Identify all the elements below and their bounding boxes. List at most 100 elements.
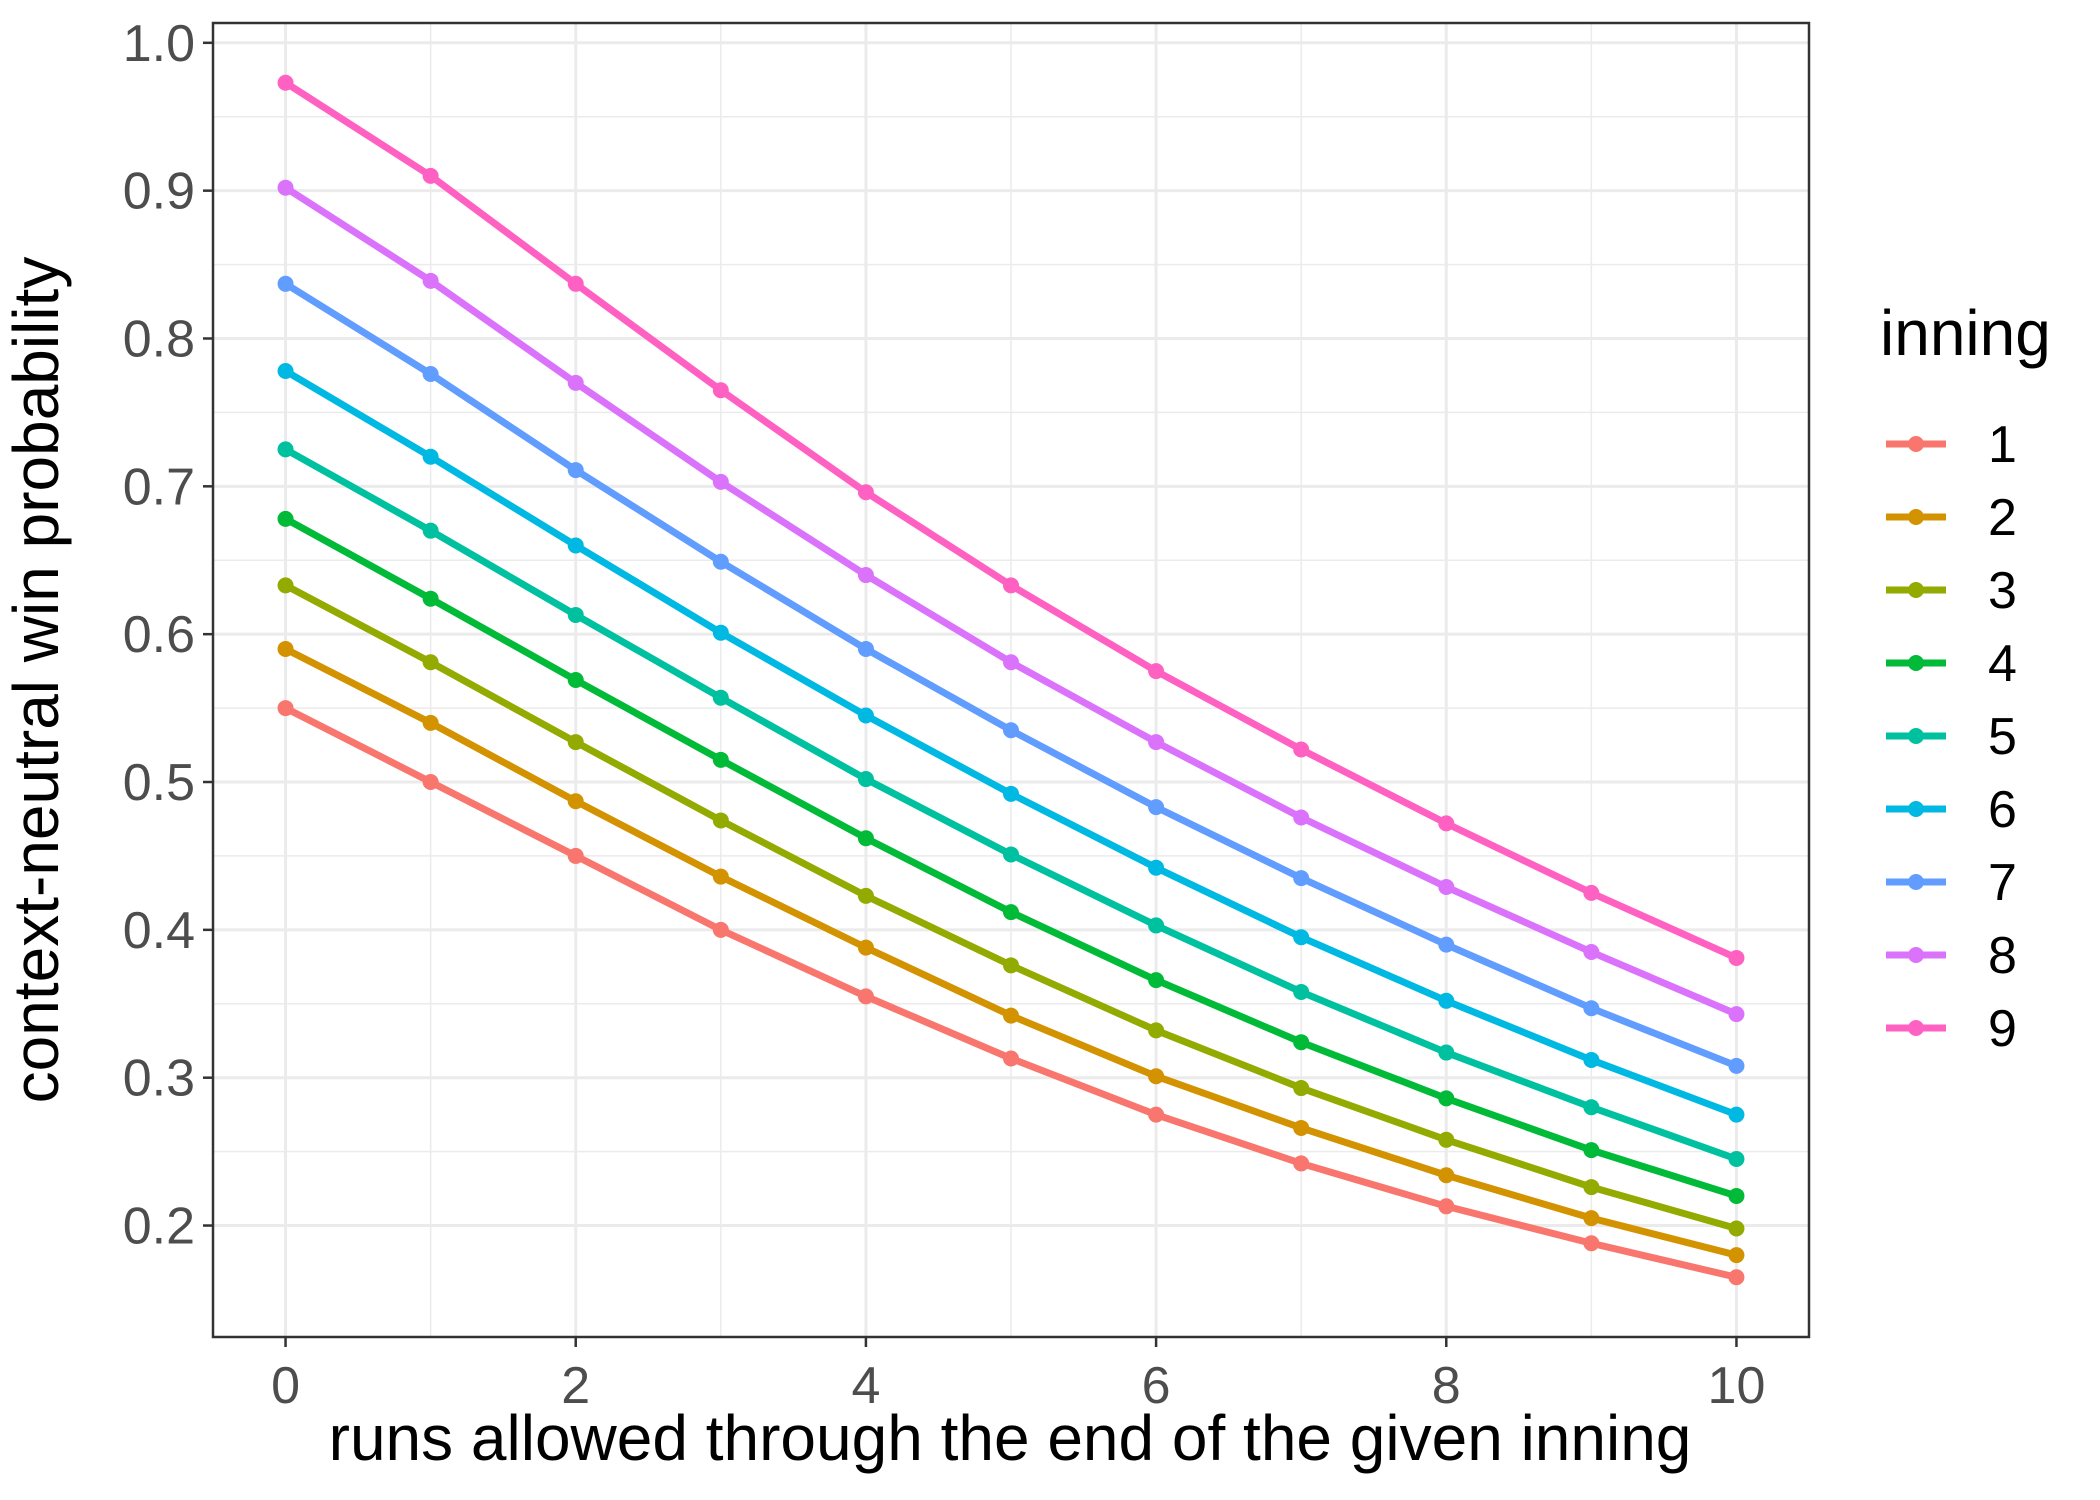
legend-label: 5 xyxy=(1988,708,2017,766)
data-point xyxy=(857,771,874,788)
data-point xyxy=(712,473,729,490)
data-point xyxy=(567,672,584,688)
data-point xyxy=(422,448,439,465)
data-point xyxy=(1293,1119,1310,1136)
data-point xyxy=(712,868,729,885)
data-point xyxy=(857,830,874,847)
legend-key-point xyxy=(1908,947,1924,963)
data-point xyxy=(857,640,874,657)
data-point xyxy=(1583,944,1600,961)
data-point xyxy=(277,441,294,458)
data-point xyxy=(277,275,294,292)
data-point xyxy=(1148,799,1165,816)
data-point xyxy=(1438,1044,1455,1061)
data-point xyxy=(422,365,439,382)
data-point xyxy=(1728,949,1745,966)
data-point xyxy=(1728,1151,1745,1168)
data-point xyxy=(1583,884,1600,901)
data-point xyxy=(567,606,584,623)
data-point xyxy=(1728,1269,1745,1286)
data-point xyxy=(1583,1099,1600,1116)
x-tick-label: 0 xyxy=(271,1357,300,1415)
data-point xyxy=(422,590,439,607)
data-point xyxy=(1438,1167,1455,1184)
data-point xyxy=(1583,1000,1600,1017)
legend-label: 7 xyxy=(1988,854,2017,912)
data-point xyxy=(1438,1131,1455,1148)
data-point xyxy=(1438,1090,1455,1107)
data-point xyxy=(567,847,584,864)
data-point xyxy=(1003,654,1019,671)
data-point xyxy=(422,522,439,539)
data-point xyxy=(277,74,294,91)
data-point xyxy=(712,921,729,938)
data-point xyxy=(1003,1050,1019,1067)
data-point xyxy=(1148,1106,1165,1123)
data-point xyxy=(1148,859,1165,876)
data-point xyxy=(1728,1247,1745,1264)
data-point xyxy=(1728,1106,1745,1123)
data-point xyxy=(1003,957,1019,974)
data-point xyxy=(712,624,729,641)
data-point xyxy=(277,363,294,380)
x-tick-label: 6 xyxy=(1142,1357,1171,1415)
data-point xyxy=(1003,846,1019,863)
x-tick-label: 2 xyxy=(561,1357,590,1415)
legend-label: 2 xyxy=(1988,489,2017,547)
legend-label: 1 xyxy=(1988,416,2017,474)
data-point xyxy=(857,484,874,501)
legend-key-point xyxy=(1908,1020,1924,1036)
data-point xyxy=(277,577,294,594)
data-point xyxy=(1293,870,1310,887)
legend-label: 9 xyxy=(1988,1000,2017,1058)
data-point xyxy=(712,689,729,706)
data-point xyxy=(567,734,584,751)
legend-key-point xyxy=(1908,582,1924,598)
data-point xyxy=(1728,1220,1745,1237)
legend-key-point xyxy=(1908,436,1924,452)
data-point xyxy=(1583,1235,1600,1252)
x-tick-label: 10 xyxy=(1708,1357,1766,1415)
data-point xyxy=(1293,929,1310,946)
data-point xyxy=(422,167,439,184)
y-tick-label: 0.8 xyxy=(123,310,195,368)
data-point xyxy=(567,275,584,292)
y-tick-label: 1.0 xyxy=(123,15,195,73)
data-point xyxy=(1583,1179,1600,1196)
data-point xyxy=(1003,785,1019,802)
legend-key-point xyxy=(1908,728,1924,744)
y-tick-label: 0.4 xyxy=(123,902,195,960)
panel-border xyxy=(211,21,1811,1339)
y-tick-label: 0.7 xyxy=(123,458,195,516)
data-point xyxy=(1438,1198,1455,1215)
y-tick-label: 0.9 xyxy=(123,163,195,221)
data-point xyxy=(567,537,584,554)
data-point xyxy=(857,567,874,584)
y-tick-label: 0.6 xyxy=(123,606,195,664)
data-point xyxy=(1148,972,1165,989)
data-point xyxy=(1438,992,1455,1009)
data-point xyxy=(1148,663,1165,680)
data-point xyxy=(277,700,294,717)
data-point xyxy=(277,510,294,527)
data-point xyxy=(712,812,729,829)
y-tick-label: 0.5 xyxy=(123,754,195,812)
data-point xyxy=(712,751,729,768)
data-point xyxy=(1148,1022,1165,1039)
data-point xyxy=(1003,904,1019,921)
data-point xyxy=(422,272,439,289)
y-tick-label: 0.2 xyxy=(123,1198,195,1256)
y-tick-label: 0.3 xyxy=(123,1050,195,1108)
x-axis-title: runs allowed through the end of the give… xyxy=(329,1402,1692,1474)
x-tick-label: 8 xyxy=(1432,1357,1461,1415)
data-point xyxy=(1293,1155,1310,1172)
data-point xyxy=(277,640,294,657)
data-point xyxy=(1293,809,1310,826)
plot-panel xyxy=(213,23,1809,1337)
data-point xyxy=(422,714,439,731)
data-point xyxy=(1003,577,1019,594)
data-point xyxy=(1148,1068,1165,1085)
legend-label: 3 xyxy=(1988,562,2017,620)
legend-label: 4 xyxy=(1988,635,2017,693)
